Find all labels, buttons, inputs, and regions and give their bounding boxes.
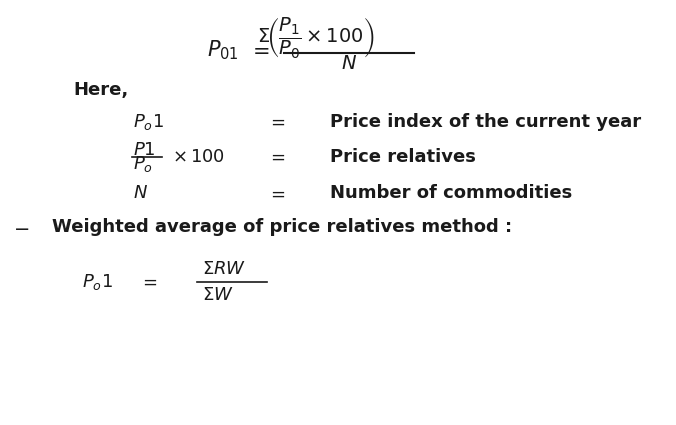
Text: $-$: $-$ [14,218,30,237]
Text: $N$: $N$ [133,184,148,202]
Text: $=$: $=$ [247,40,269,60]
Text: $P_o1$: $P_o1$ [133,112,164,132]
Text: $\Sigma RW$: $\Sigma RW$ [201,261,246,278]
Text: $\times\,100$: $\times\,100$ [172,148,224,166]
Text: $=$: $=$ [267,184,286,202]
Text: $P_o1$: $P_o1$ [82,272,113,292]
Text: $N$: $N$ [341,54,357,74]
Text: $P1$: $P1$ [133,141,155,159]
Text: $\Sigma\!\left(\dfrac{P_1}{P_0}\times 100\right)$: $\Sigma\!\left(\dfrac{P_1}{P_0}\times 10… [257,15,374,60]
Text: $P_o$: $P_o$ [133,154,153,174]
Text: $=$: $=$ [267,148,286,166]
Text: $=$: $=$ [267,113,286,131]
Text: $=$: $=$ [139,273,158,291]
Text: Price index of the current year: Price index of the current year [330,113,642,131]
Text: $\Sigma W$: $\Sigma W$ [201,286,233,304]
Text: Weighted average of price relatives method :: Weighted average of price relatives meth… [52,218,512,236]
Text: $P_{01}$: $P_{01}$ [207,38,239,62]
Text: Here,: Here, [73,81,128,99]
Text: Price relatives: Price relatives [330,148,476,166]
Text: Number of commodities: Number of commodities [330,184,573,202]
